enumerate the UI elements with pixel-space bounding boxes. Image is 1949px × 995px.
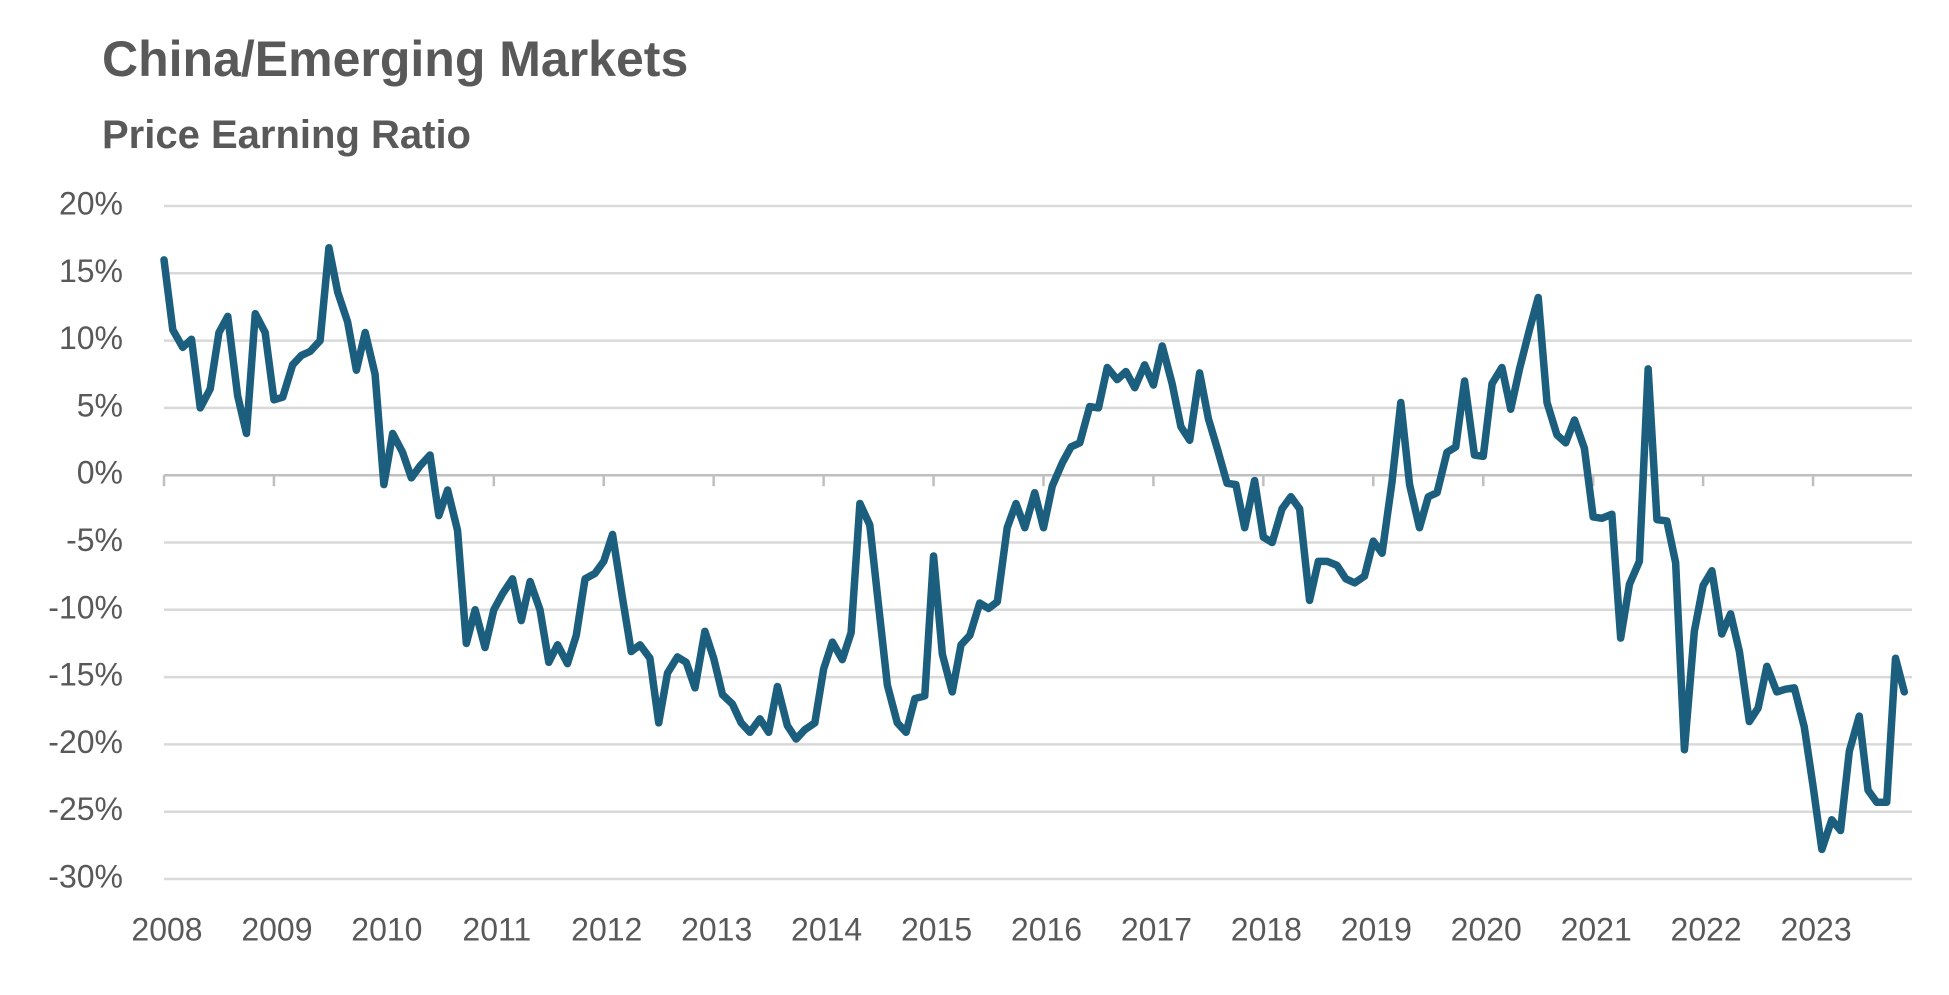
y-tick-label: 20% — [59, 185, 123, 221]
y-tick-label: -15% — [48, 657, 123, 693]
chart-subtitle: Price Earning Ratio — [102, 113, 471, 157]
x-tick-label: 2021 — [1561, 911, 1632, 947]
y-tick-label: -10% — [48, 589, 123, 625]
x-tick-label: 2018 — [1231, 911, 1302, 947]
y-tick-label: -25% — [48, 791, 123, 827]
x-tick-label: 2020 — [1451, 911, 1522, 947]
x-tick-label: 2016 — [1011, 911, 1082, 947]
x-tick-label: 2011 — [462, 911, 531, 947]
y-tick-label: -20% — [48, 724, 123, 760]
x-tick-label: 2019 — [1341, 911, 1412, 947]
y-tick-label: 5% — [77, 387, 123, 423]
data-line — [160, 243, 1909, 854]
x-tick-label: 2010 — [351, 911, 422, 947]
x-tick-label: 2023 — [1780, 911, 1851, 947]
x-tick-label: 2008 — [131, 911, 202, 947]
y-tick-label: 0% — [77, 455, 123, 491]
x-tick-label: 2013 — [681, 911, 752, 947]
y-tick-label: 10% — [59, 320, 123, 356]
x-tick-label: 2009 — [241, 911, 312, 947]
y-tick-label: 15% — [59, 253, 123, 289]
grid: -30% -25% -20% -15% -10% -5% 0% 5% 10% 15% 20% 2008… — [48, 185, 1912, 947]
y-tick-label: -5% — [66, 522, 123, 558]
x-tick-label: 2017 — [1121, 911, 1192, 947]
x-tick-label: 2014 — [791, 911, 862, 947]
chart-title: China/Emerging Markets — [102, 31, 688, 87]
x-tick-label: 2012 — [571, 911, 642, 947]
plot-area — [160, 243, 1909, 854]
y-tick-label: -30% — [48, 858, 123, 894]
x-tick-label: 2015 — [901, 911, 972, 947]
x-tick-label: 2022 — [1671, 911, 1742, 947]
